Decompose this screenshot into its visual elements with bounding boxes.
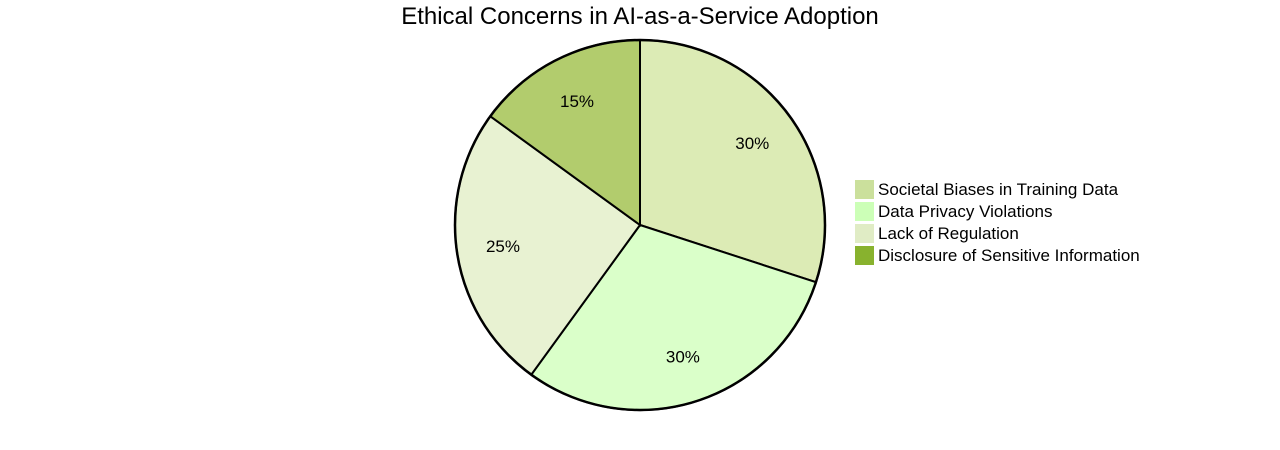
pie-slice-label-lack-of-regulation: 25% — [486, 237, 520, 256]
pie-outline — [453, 38, 827, 412]
pie-slices — [453, 38, 827, 412]
pie-slice-label-data-privacy-violations: 30% — [666, 347, 700, 366]
pie-slice-label-societal-biases-in-training-data: 30% — [735, 134, 769, 153]
chart-title: Ethical Concerns in AI-as-a-Service Adop… — [401, 3, 879, 30]
pie-slice-labels: 30% 30% 25% 15% — [486, 92, 769, 367]
legend: Societal Biases in Training Data Data Pri… — [855, 180, 1140, 265]
legend-label-disclosure-of-sensitive-information: Disclosure of Sensitive Information — [878, 246, 1140, 265]
legend-label-societal-biases-in-training-data: Societal Biases in Training Data — [878, 180, 1119, 199]
legend-label-lack-of-regulation: Lack of Regulation — [878, 224, 1019, 243]
legend-swatch-lack-of-regulation — [855, 224, 874, 243]
legend-swatch-disclosure-of-sensitive-information — [855, 246, 874, 265]
legend-swatch-societal-biases-in-training-data — [855, 180, 874, 199]
legend-label-data-privacy-violations: Data Privacy Violations — [878, 202, 1053, 221]
legend-swatch-data-privacy-violations — [855, 202, 874, 221]
pie-slice-label-disclosure-of-sensitive-information: 15% — [560, 92, 594, 111]
